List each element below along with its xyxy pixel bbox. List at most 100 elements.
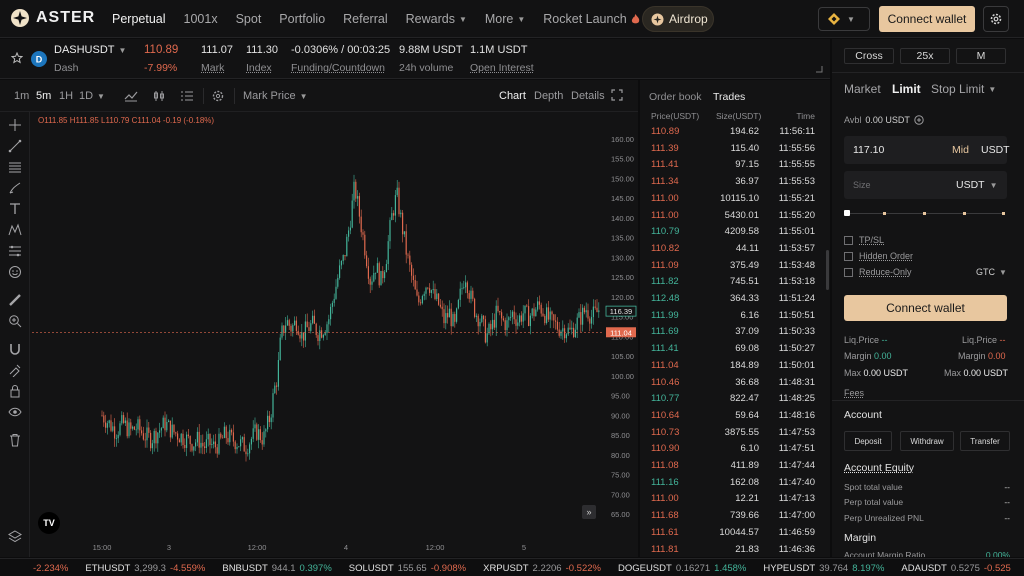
- mid-price-button[interactable]: Mid: [952, 144, 969, 156]
- slider-handle[interactable]: [844, 210, 850, 216]
- logo[interactable]: ASTER: [10, 8, 95, 28]
- ticker-item[interactable]: DOGEUSDT 0.16271 1.458%: [618, 563, 746, 574]
- tab-trades[interactable]: Trades: [713, 91, 746, 103]
- reduce-only-checkbox[interactable]: Reduce-Only: [844, 267, 912, 277]
- layers-icon[interactable]: [8, 530, 22, 544]
- candle-body: [475, 315, 477, 317]
- candle-body: [515, 319, 517, 326]
- chevron-down-icon[interactable]: ▼: [97, 92, 105, 101]
- price-chart[interactable]: O111.85 H111.85 L110.79 C111.04 -0.19 (-…: [32, 112, 638, 557]
- nav-item-spot[interactable]: Spot: [235, 12, 262, 26]
- connect-wallet-button[interactable]: Connect wallet: [879, 6, 975, 32]
- slider-tick[interactable]: [1002, 212, 1005, 215]
- ticker-change: 8.197%: [852, 563, 885, 574]
- x-tick-label: 15:00: [93, 543, 112, 552]
- order-type-limit[interactable]: Limit: [892, 82, 921, 96]
- ticker-item[interactable]: ADAUSDT 0.5275 -0.525: [901, 563, 1010, 574]
- nav-item-perpetual[interactable]: Perpetual: [112, 12, 166, 26]
- nav-item-1001x[interactable]: 1001x: [183, 12, 218, 26]
- airdrop-button[interactable]: Airdrop: [642, 6, 714, 32]
- timeframe-1h[interactable]: 1H: [59, 90, 74, 102]
- trade-size: 12.21: [735, 493, 759, 505]
- trend-line-icon[interactable]: [8, 139, 22, 153]
- resize-corner-icon[interactable]: [816, 66, 823, 73]
- candle-style-icon[interactable]: [152, 89, 166, 103]
- tab-order-book[interactable]: Order book: [649, 91, 702, 103]
- checkbox-box[interactable]: [844, 267, 853, 277]
- candle-body: [312, 315, 314, 324]
- slider-tick[interactable]: [963, 212, 966, 215]
- candle-body: [591, 316, 593, 324]
- horizontal-lines-icon[interactable]: [8, 160, 22, 174]
- nav-item-referral[interactable]: Referral: [343, 12, 388, 26]
- timeframe-5m[interactable]: 5m: [36, 90, 52, 102]
- y-tick-label: 130.00: [611, 253, 634, 262]
- view-tab-depth[interactable]: Depth: [534, 90, 564, 102]
- text-tool-icon[interactable]: [8, 202, 22, 216]
- indicators-icon[interactable]: [124, 89, 138, 103]
- templates-icon[interactable]: [180, 89, 194, 103]
- ticker-item[interactable]: -2.234%: [33, 563, 68, 574]
- candle-body: [589, 318, 591, 324]
- slider-tick[interactable]: [883, 212, 886, 215]
- brush-icon[interactable]: [8, 181, 22, 195]
- order-type-market[interactable]: Market: [844, 82, 881, 96]
- fees-link[interactable]: Fees: [844, 388, 865, 398]
- chart-settings-icon[interactable]: [211, 89, 225, 103]
- scrollbar[interactable]: [826, 250, 829, 290]
- ticker-item[interactable]: HYPEUSDT 39.764 8.197%: [763, 563, 884, 574]
- tradingview-logo[interactable]: TV: [38, 512, 60, 534]
- lock-icon[interactable]: [8, 384, 22, 398]
- ticker-item[interactable]: SOLUSDT 155.65 -0.908%: [349, 563, 466, 574]
- ticker-item[interactable]: ETHUSDT 3,299.3 -4.559%: [85, 563, 205, 574]
- measure-icon[interactable]: [8, 244, 22, 258]
- magnet-icon[interactable]: [8, 342, 22, 356]
- leverage-button[interactable]: 25x: [900, 48, 950, 64]
- eye-icon[interactable]: [8, 405, 22, 419]
- view-tab-chart[interactable]: Chart: [499, 90, 526, 102]
- nav-item-more[interactable]: More ▼: [484, 12, 526, 26]
- fullscreen-icon[interactable]: [611, 89, 623, 101]
- trash-icon[interactable]: [8, 433, 22, 447]
- ticker-item[interactable]: BNBUSDT 944.1 0.397%: [222, 563, 331, 574]
- view-tab-details[interactable]: Details: [571, 90, 605, 102]
- hidden-order-checkbox[interactable]: Hidden Order: [844, 251, 913, 261]
- price-source-select[interactable]: Mark Price ▼: [243, 90, 308, 102]
- margin-mode-button[interactable]: Cross: [844, 48, 894, 64]
- settings-button[interactable]: [983, 6, 1009, 32]
- symbol-selector[interactable]: DASHUSDT ▼: [54, 44, 127, 56]
- price-input[interactable]: 117.10 Mid USDT: [844, 136, 1010, 164]
- crosshair-icon[interactable]: [8, 118, 22, 132]
- add-funds-icon[interactable]: [914, 115, 924, 125]
- checkbox-box[interactable]: [844, 251, 853, 261]
- nav-item-portfolio[interactable]: Portfolio: [279, 12, 326, 26]
- ticker-item[interactable]: XRPUSDT 2.2206 -0.522%: [483, 563, 601, 574]
- lock-drawing-icon[interactable]: [8, 363, 22, 377]
- timeframe-1d[interactable]: 1D: [79, 90, 94, 102]
- nav-item-rocket-launch[interactable]: Rocket Launch: [543, 12, 639, 26]
- nav-item-rewards[interactable]: Rewards ▼: [405, 12, 467, 26]
- star-icon[interactable]: [11, 52, 23, 64]
- time-in-force-select[interactable]: GTC ▼: [976, 267, 1007, 277]
- scroll-to-latest-button[interactable]: »: [582, 505, 596, 519]
- withdraw-button[interactable]: Withdraw: [900, 431, 954, 451]
- ruler-icon[interactable]: [8, 293, 22, 307]
- connect-wallet-order-button[interactable]: Connect wallet: [844, 295, 1007, 321]
- slider-tick[interactable]: [923, 212, 926, 215]
- size-unit-select[interactable]: USDT ▼: [956, 179, 998, 191]
- chain-selector[interactable]: ▼: [818, 7, 870, 31]
- size-input[interactable]: Size USDT ▼: [844, 171, 1007, 199]
- candle-body: [258, 429, 260, 440]
- deposit-button[interactable]: Deposit: [844, 431, 892, 451]
- timeframe-1m[interactable]: 1m: [14, 90, 30, 102]
- order-type-stop-limit[interactable]: Stop Limit ▼: [931, 82, 997, 96]
- candle-body: [492, 319, 494, 330]
- zoom-in-icon[interactable]: [8, 314, 22, 328]
- checkbox-box[interactable]: [844, 235, 853, 245]
- transfer-button[interactable]: Transfer: [960, 431, 1010, 451]
- pattern-icon[interactable]: [8, 223, 22, 237]
- size-slider[interactable]: [844, 209, 1007, 219]
- position-mode-button[interactable]: M: [956, 48, 1006, 64]
- tpsl-checkbox[interactable]: TP/SL: [844, 235, 884, 245]
- emoji-icon[interactable]: [8, 265, 22, 279]
